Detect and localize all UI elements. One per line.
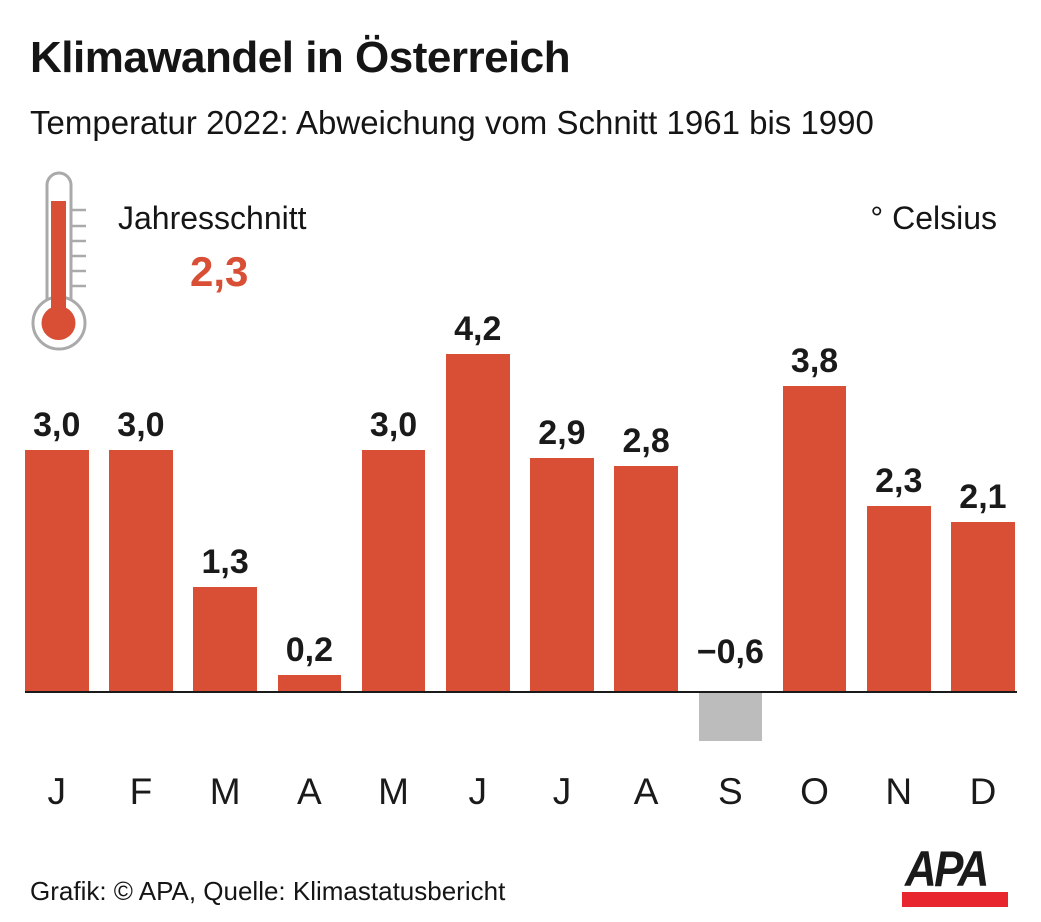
bar-F-2	[109, 450, 173, 691]
bar-value-label: 2,9	[538, 414, 586, 453]
month-label-8: A	[633, 771, 659, 812]
month-label-10: O	[800, 771, 829, 812]
page-subtitle: Temperatur 2022: Abweichung vom Schnitt …	[30, 104, 874, 141]
apa-logo-text: APA	[905, 841, 989, 897]
bar-J-6	[446, 353, 510, 691]
page-title: Klimawandel in Österreich	[30, 33, 571, 82]
bar-value-label: 2,3	[875, 462, 923, 501]
month-label-7: J	[552, 771, 572, 812]
annual-mean-value: 2,3	[190, 248, 249, 295]
source-credit: Grafik: © APA, Quelle: Klimastatusberich…	[30, 876, 506, 906]
month-label-9: S	[718, 771, 743, 812]
bar-J-1	[25, 450, 89, 691]
bar-M-3	[193, 586, 257, 691]
bar-J-7	[530, 458, 594, 691]
bar-value-label: 4,2	[454, 309, 502, 348]
month-label-1: J	[47, 771, 67, 812]
bar-A-8	[614, 466, 678, 691]
x-axis-line	[25, 691, 1017, 693]
bar-value-label: 3,8	[790, 341, 839, 380]
apa-logo: APA	[902, 844, 1008, 908]
bar-value-label: 2,1	[959, 478, 1007, 517]
bar-S-9	[698, 693, 763, 742]
month-label-2: F	[129, 771, 153, 812]
bar-D-12	[951, 522, 1015, 691]
bar-A-4	[277, 674, 342, 691]
bar-value-label: −0,6	[696, 633, 764, 671]
month-label-4: A	[297, 771, 322, 812]
bar-value-label: 1,3	[201, 542, 249, 581]
unit-label: ° Celsius	[870, 200, 997, 236]
bar-value-label: 3,0	[369, 406, 418, 445]
month-label-6: J	[468, 771, 488, 812]
bar-M-5	[361, 450, 426, 691]
apa-logo-red-bar	[902, 892, 1008, 907]
annual-mean-label: Jahresschnitt	[118, 200, 307, 236]
thermometer-icon	[31, 171, 87, 351]
month-label-5: M	[378, 771, 409, 812]
month-label-12: D	[969, 771, 997, 812]
bar-value-label: 2,8	[622, 422, 670, 461]
bar-value-label: 3,0	[33, 406, 81, 445]
bar-N-11	[867, 506, 931, 691]
bar-value-label: 3,0	[117, 406, 165, 445]
month-label-3: M	[209, 771, 241, 812]
month-label-11: N	[885, 771, 913, 812]
bar-O-10	[782, 385, 847, 691]
bar-value-label: 0,2	[285, 630, 333, 669]
